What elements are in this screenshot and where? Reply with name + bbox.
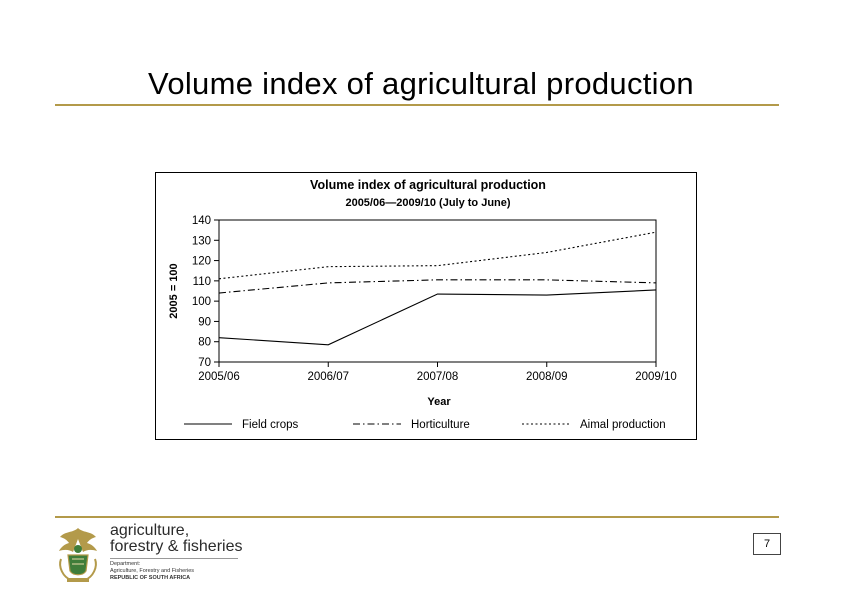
chart-title: Volume index of agricultural production — [310, 178, 546, 192]
title-underline — [55, 104, 779, 106]
slide-title: Volume index of agricultural production — [148, 66, 694, 101]
logo-wordmark-line-1: agriculture, — [110, 522, 190, 539]
chart-subtitle: 2005/06—2009/10 (July to June) — [345, 197, 510, 209]
y-tick-label: 80 — [198, 337, 211, 349]
line-chart: Volume index of agricultural production … — [168, 178, 677, 431]
y-tick-label: 130 — [192, 235, 211, 247]
logo-department-name: Agriculture, Forestry and Fisheries — [110, 568, 195, 574]
logo-wordmark-line-2: forestry & fisheries — [110, 538, 243, 555]
x-tick-label: 2006/07 — [307, 371, 349, 383]
logo-country: REPUBLIC OF SOUTH AFRICA — [110, 575, 191, 581]
series-line-3 — [218, 231, 657, 280]
x-axis-label: Year — [427, 396, 451, 408]
plot-area-frame — [218, 219, 657, 363]
y-tick-label: 140 — [192, 215, 211, 227]
coat-of-arms-icon — [59, 528, 97, 582]
footer-rule — [55, 516, 779, 518]
chart-container: Volume index of agricultural production … — [155, 172, 697, 440]
y-tick-label: 120 — [192, 256, 211, 268]
y-tick-label: 90 — [198, 316, 211, 328]
x-tick-label: 2009/10 — [635, 371, 677, 383]
x-tick-label: 2005/06 — [198, 371, 240, 383]
series-line-1 — [218, 289, 657, 346]
y-axis-label: 2005 = 100 — [168, 263, 180, 318]
legend-label-3: Aimal production — [580, 419, 666, 431]
y-tick-label: 110 — [193, 276, 211, 288]
legend-label-2: Horticulture — [411, 419, 470, 431]
x-tick-label: 2008/09 — [526, 371, 568, 383]
legend-label-1: Field crops — [242, 419, 298, 431]
y-tick-label: 100 — [192, 296, 211, 308]
series-line-2 — [218, 279, 657, 294]
x-tick-label: 2007/08 — [417, 371, 459, 383]
logo-divider — [110, 558, 238, 559]
y-tick-label: 70 — [198, 357, 211, 369]
page-number: 7 — [753, 533, 781, 555]
department-logo: agriculture, forestry & fisheries Depart… — [55, 522, 255, 585]
logo-department-label: Department: — [110, 561, 141, 567]
